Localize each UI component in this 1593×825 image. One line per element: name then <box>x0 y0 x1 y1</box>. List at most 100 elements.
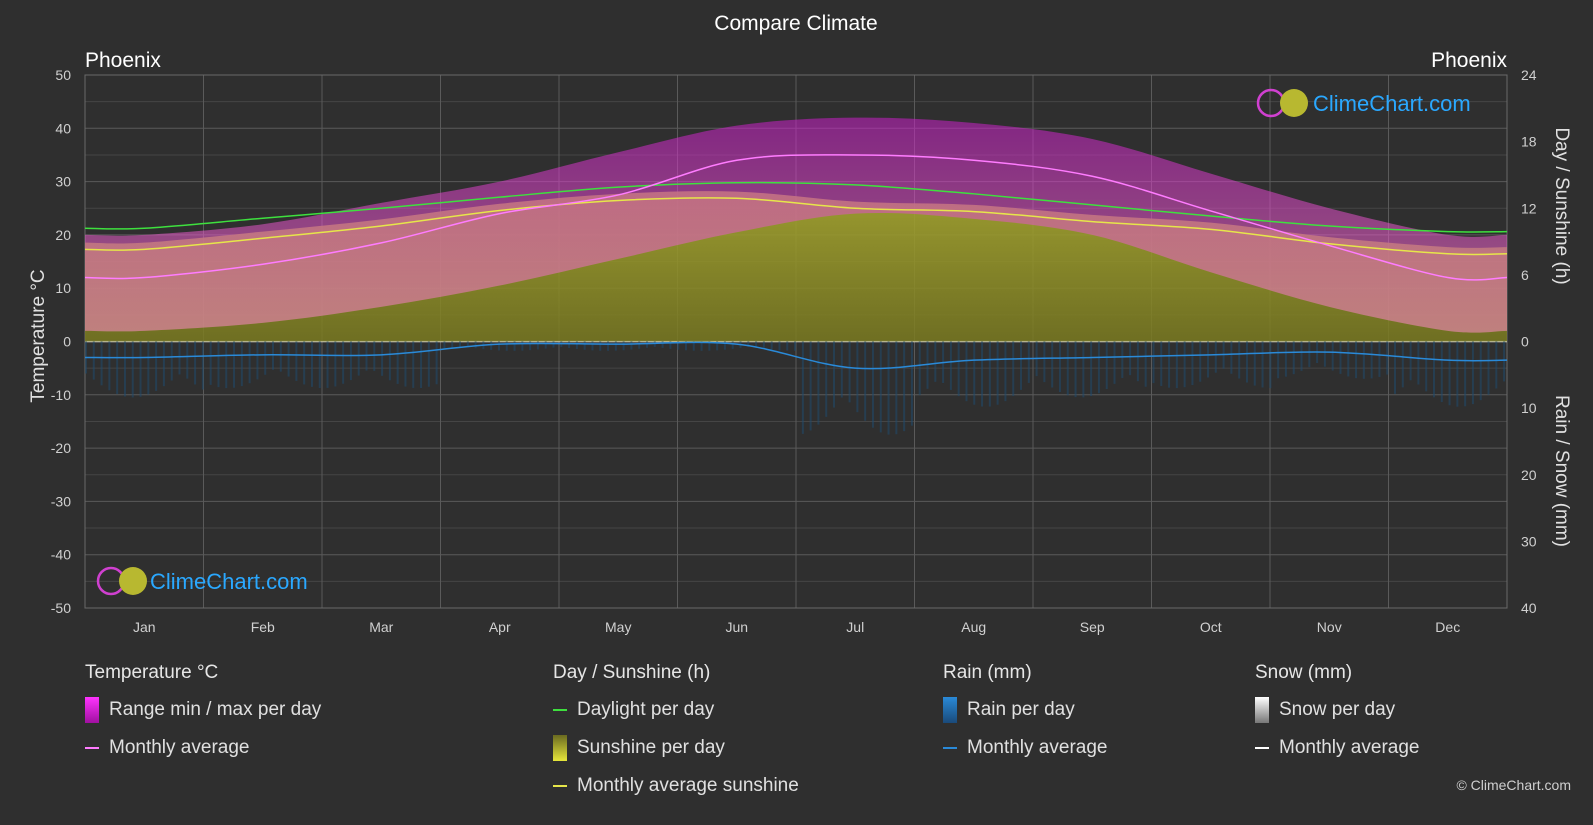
legend-item: Rain per day <box>943 696 1107 724</box>
rain-bar <box>762 341 765 349</box>
temperature-range-area <box>85 117 1507 333</box>
legend-temperature-title: Temperature °C <box>85 662 219 683</box>
rain-bar <box>1051 341 1054 388</box>
rain-bar <box>1012 341 1015 397</box>
temperature-axis-title: Temperature °C <box>28 269 49 402</box>
rain-bar <box>264 341 267 375</box>
rain-tick-label: 10 <box>1521 400 1537 416</box>
rain-bar <box>583 341 586 350</box>
rain-bar <box>155 341 158 391</box>
rain-bar <box>614 341 617 351</box>
temp-tick-label: 50 <box>55 67 71 83</box>
sunshine-swatch <box>553 735 567 761</box>
rain-bar <box>1456 341 1459 407</box>
legend-label: Monthly average <box>967 737 1108 758</box>
temp-tick-label: -30 <box>51 493 71 509</box>
rain-bar <box>1144 341 1147 387</box>
rain-bar <box>646 341 649 348</box>
rain-bar <box>1238 341 1241 379</box>
rain-bar <box>287 341 290 377</box>
rain-bar <box>443 341 446 350</box>
axis-ticks: 50 40 30 20 10 0 -10 -20 -30 -40 -50 24 18 12 6 0 10 20 30… <box>51 67 1537 616</box>
rain-bar <box>490 341 493 350</box>
legend-item: Daylight per day <box>553 696 799 724</box>
rain-bar <box>147 341 150 395</box>
rain-bar <box>474 341 477 349</box>
rain-bar <box>1323 341 1326 367</box>
rain-bar <box>248 341 251 384</box>
month-label: Jan <box>133 619 156 635</box>
legend-item: Monthly average sunshine <box>553 772 799 800</box>
rain-bar <box>1292 341 1295 375</box>
rain-bar <box>1479 341 1482 401</box>
rain-bar <box>420 341 423 389</box>
rain-bar <box>1409 341 1412 381</box>
rain-bar <box>607 341 610 351</box>
rain-bar <box>1487 341 1490 395</box>
rain-bar <box>638 341 641 349</box>
rain-bar <box>864 341 867 421</box>
rain-bar <box>817 341 820 425</box>
rain-bar <box>451 341 454 349</box>
rain-avg-swatch <box>943 747 957 749</box>
rain-bar <box>669 341 672 349</box>
month-labels: Jan Feb Mar Apr May Jun Jul Aug Sep Oct Nov Dec <box>133 619 1460 635</box>
rain-bar <box>1253 341 1256 386</box>
rain-bar <box>1277 341 1280 379</box>
rain-bar <box>1464 341 1467 407</box>
rain-bar <box>684 341 687 351</box>
month-label: Apr <box>489 619 511 635</box>
sunshine-axis-title: Day / Sunshine (h) <box>1551 127 1572 284</box>
rain-bar <box>396 341 399 384</box>
chart-title: Compare Climate <box>714 12 877 35</box>
rain-bar <box>1432 341 1435 398</box>
legend-label: Monthly average <box>109 737 250 758</box>
rain-swatch <box>943 697 957 723</box>
rain-bar <box>240 341 243 387</box>
temperature-average-line <box>84 154 1508 281</box>
rain-bar <box>1160 341 1163 386</box>
rain-bar <box>910 341 913 426</box>
rain-bar <box>1113 341 1116 384</box>
rain-bar <box>326 341 329 388</box>
rain-bar <box>973 341 976 405</box>
rain-bar <box>591 341 594 351</box>
temp-tick-label: -10 <box>51 387 71 403</box>
rain-bar <box>310 341 313 387</box>
rain-bar <box>209 341 212 385</box>
rain-bar <box>1175 341 1178 389</box>
rain-bar <box>1074 341 1077 398</box>
temp-avg-swatch <box>85 747 99 749</box>
rain-bar <box>178 341 181 375</box>
rain-bar <box>723 341 726 350</box>
month-label: Dec <box>1435 619 1460 635</box>
rain-tick-label: 30 <box>1521 533 1537 549</box>
rain-bar <box>833 341 836 408</box>
rain-bar <box>996 341 999 405</box>
rain-bar <box>755 341 758 348</box>
rain-bar <box>170 341 173 381</box>
rain-bar <box>1245 341 1248 383</box>
rain-bar <box>1401 341 1404 388</box>
rain-bar <box>575 341 578 349</box>
rain-axis-title: Rain / Snow (mm) <box>1551 395 1572 547</box>
copyright: © ClimeChart.com <box>1456 777 1571 793</box>
rain-bar <box>92 341 95 380</box>
rain-bar <box>879 341 882 433</box>
rain-bar <box>349 341 352 381</box>
rain-bar <box>233 341 236 388</box>
rain-bar <box>661 341 664 348</box>
range-swatch <box>85 697 99 723</box>
temp-tick-label: 10 <box>55 280 71 296</box>
rain-bar <box>194 341 197 385</box>
month-label: Aug <box>961 619 986 635</box>
rain-bar <box>1121 341 1124 378</box>
rain-bar <box>622 341 625 351</box>
rain-bar <box>186 341 189 379</box>
legend-item: Snow per day <box>1255 696 1419 724</box>
rain-bar <box>747 341 750 347</box>
rain-bar <box>1284 341 1287 377</box>
rain-bar <box>123 341 126 397</box>
rain-bar <box>1183 341 1186 388</box>
rain-bar <box>131 341 134 398</box>
